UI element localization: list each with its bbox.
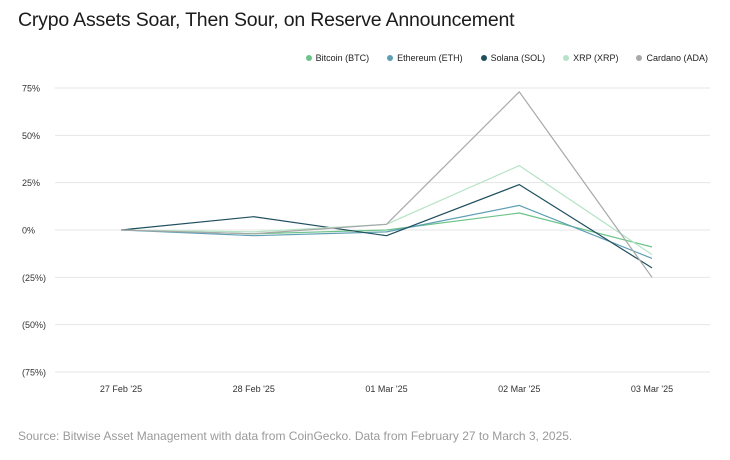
- series-line: [120, 91, 653, 278]
- x-tick-label: 27 Feb '25: [100, 384, 142, 394]
- legend-item: XRP (XRP): [563, 53, 618, 63]
- chart-title: Crypo Assets Soar, Then Sour, on Reserve…: [18, 9, 515, 31]
- legend-swatch: [387, 55, 394, 61]
- y-tick-label: (25%): [22, 273, 46, 283]
- x-tick-label: 01 Mar '25: [365, 384, 407, 394]
- y-tick-label: (75%): [22, 368, 46, 378]
- legend-swatch: [636, 55, 643, 61]
- x-tick-label: 03 Mar '25: [631, 384, 673, 394]
- series-line: [120, 184, 653, 269]
- series-line: [120, 165, 653, 256]
- legend: Bitcoin (BTC) Ethereum (ETH) Solana (SOL) X…: [305, 53, 708, 63]
- legend-label: XRP (XRP): [573, 53, 619, 63]
- chart-plot: 75% 50% 25% 0% (25%) (50%) (75%) 27 Feb '25 28 F…: [22, 84, 710, 394]
- x-tick-label: 28 Feb '25: [233, 384, 275, 394]
- legend-swatch: [563, 55, 570, 61]
- series-line: [120, 204, 653, 259]
- y-tick-label: 50%: [22, 131, 40, 141]
- legend-item: Solana (SOL): [480, 53, 546, 63]
- legend-swatch: [305, 55, 312, 61]
- y-tick-label: 0%: [22, 226, 35, 236]
- x-tick-label: 02 Mar '25: [498, 384, 540, 394]
- legend-label: Bitcoin (BTC): [315, 53, 370, 63]
- legend-swatch: [480, 55, 487, 61]
- source-note: Source: Bitwise Asset Management with da…: [18, 429, 573, 443]
- y-tick-label: (50%): [22, 320, 46, 330]
- legend-item: Cardano (ADA): [636, 53, 708, 63]
- y-tick-label: 25%: [22, 178, 40, 188]
- legend-label: Ethereum (ETH): [397, 53, 463, 63]
- legend-label: Solana (SOL): [490, 53, 546, 63]
- legend-item: Bitcoin (BTC): [305, 53, 370, 63]
- legend-label: Cardano (ADA): [646, 53, 708, 63]
- y-tick-label: 75%: [22, 84, 40, 94]
- legend-item: Ethereum (ETH): [387, 53, 463, 63]
